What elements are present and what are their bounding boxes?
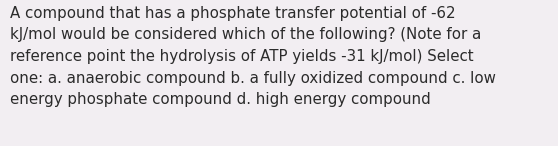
Text: A compound that has a phosphate transfer potential of -62
kJ/mol would be consid: A compound that has a phosphate transfer…	[10, 6, 496, 107]
